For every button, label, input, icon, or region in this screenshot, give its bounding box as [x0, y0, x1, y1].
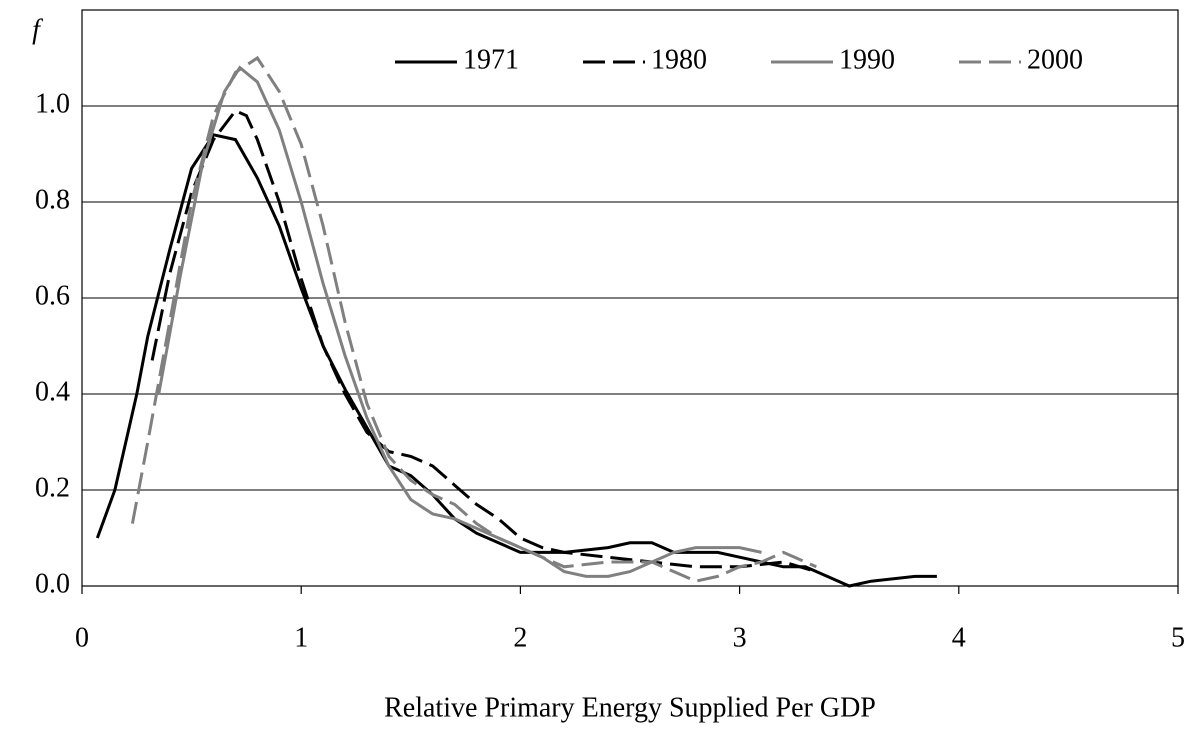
plot-frame: [81, 9, 1179, 587]
legend-label: 1971: [463, 44, 519, 75]
series-line: [150, 108, 817, 574]
legend-label: 1980: [651, 44, 707, 75]
x-tick-label: 4: [952, 622, 966, 653]
series-line: [130, 55, 817, 583]
y-tick-label: 0.6: [35, 280, 70, 311]
series-line: [157, 65, 762, 578]
x-tick-label: 0: [75, 622, 89, 653]
x-tick-label: 1: [294, 622, 308, 653]
x-tick-label: 3: [733, 622, 747, 653]
legend-label: 2000: [1027, 44, 1083, 75]
y-tick-label: 0.8: [35, 184, 70, 215]
y-tick-label: 0.2: [35, 472, 70, 503]
y-tick-label: 1.0: [35, 88, 70, 119]
x-tick-label: 2: [513, 622, 527, 653]
y-axis-label: f: [32, 14, 43, 45]
legend-label: 1990: [839, 44, 895, 75]
y-tick-label: 0.0: [35, 568, 70, 599]
x-tick-label: 5: [1171, 622, 1185, 653]
x-axis-label: Relative Primary Energy Supplied Per GDP: [384, 692, 876, 723]
y-tick-label: 0.4: [35, 376, 70, 407]
